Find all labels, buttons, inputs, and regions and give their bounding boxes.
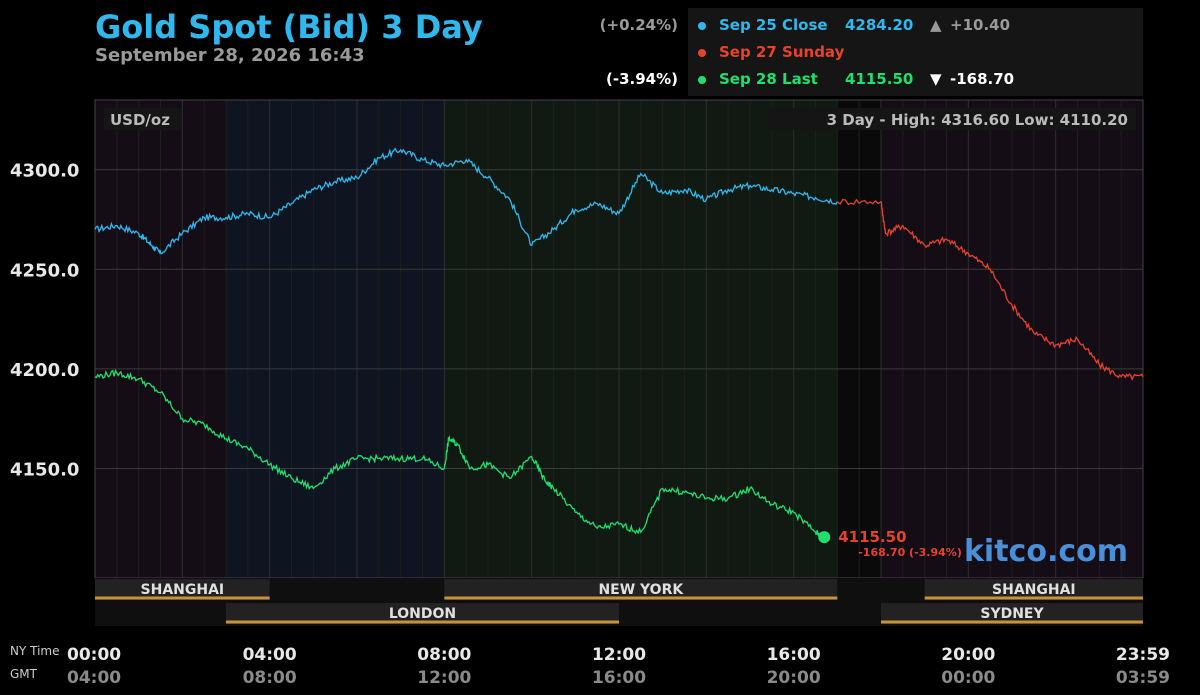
legend: Sep 25 Close 4284.20 ▲ +10.40 (+0.24%) S…: [600, 8, 1143, 96]
session-label: LONDON: [389, 606, 456, 622]
session-label: SYDNEY: [980, 606, 1044, 622]
y-tick-label: 4200.0: [10, 360, 79, 381]
series-line: [94, 368, 825, 541]
chart-title: Gold Spot (Bid) 3 Day: [95, 8, 483, 46]
high-low-label: 3 Day - High: 4316.60 Low: 4110.20: [827, 111, 1128, 129]
session-bar: [444, 579, 838, 600]
y-tick-label: 4250.0: [10, 260, 79, 281]
x-tick-gmt: 08:00: [243, 668, 297, 688]
legend-price: 4115.50: [845, 70, 914, 88]
legend-label: Sep 27 Sunday: [719, 43, 845, 61]
x-tick-ny: 12:00: [592, 645, 646, 665]
legend-dot: [698, 76, 706, 84]
series-lines: [94, 147, 1144, 541]
chart-timestamp: September 28, 2026 16:43: [95, 45, 365, 66]
session-label: SHANGHAI: [992, 582, 1076, 598]
unit-label-bg: [104, 108, 182, 130]
x-tick-ny: 23:59: [1116, 645, 1170, 665]
unit-label: USD/oz: [110, 111, 170, 129]
gmt-label: GMT: [10, 667, 38, 681]
x-tick-ny: 16:00: [767, 645, 821, 665]
legend-price: 4284.20: [845, 16, 914, 34]
legend-change: +10.40: [950, 16, 1011, 34]
x-tick-gmt: 00:00: [941, 668, 995, 688]
x-tick-gmt: 03:59: [1116, 668, 1170, 688]
session-label: NEW YORK: [598, 582, 684, 598]
up-arrow-icon: ▲: [930, 16, 942, 34]
session-bar: [226, 603, 619, 624]
x-tick-ny: 00:00: [67, 645, 121, 665]
y-tick-label: 4300.0: [10, 161, 79, 182]
last-change-label: -168.70 (-3.94%): [858, 546, 962, 559]
x-axis-ticks: 00:00 04:00 04:00 08:00 08:00 12:00 12:00 16:00…: [67, 645, 1170, 688]
x-tick-gmt: 04:00: [67, 668, 121, 688]
session-bars: SHANGHAI NEW YORK SHANGHAI LONDON SYDNEY: [95, 578, 1143, 626]
legend-label: Sep 28 Last: [719, 70, 818, 88]
legend-dot: [698, 49, 706, 57]
x-tick-ny: 20:00: [941, 645, 995, 665]
y-axis-ticks: 4300.0 4250.0 4200.0 4150.0: [10, 161, 79, 481]
x-tick-gmt: 20:00: [767, 668, 821, 688]
legend-pct: (+0.24%): [599, 16, 678, 34]
legend-label: Sep 25 Close: [719, 16, 828, 34]
y-tick-label: 4150.0: [10, 459, 79, 480]
session-bar: [95, 579, 270, 600]
series-line: [836, 198, 1144, 382]
x-tick-gmt: 12:00: [417, 668, 471, 688]
series-line: [94, 147, 838, 255]
x-tick-ny: 08:00: [417, 645, 471, 665]
last-price-dot: [818, 531, 831, 544]
ny-time-label: NY Time: [10, 644, 60, 658]
session-bar: [924, 579, 1143, 600]
kitco-watermark: kitco.com: [964, 534, 1128, 569]
legend-dot: [698, 22, 706, 30]
legend-pct: (-3.94%): [606, 70, 678, 88]
session-label: SHANGHAI: [141, 582, 225, 598]
down-arrow-icon: ▼: [930, 70, 942, 88]
last-price-label: 4115.50: [838, 528, 906, 546]
x-tick-gmt: 16:00: [592, 668, 646, 688]
high-low-bg: [768, 108, 1136, 130]
x-tick-ny: 04:00: [243, 645, 297, 665]
session-bar: [881, 603, 1143, 624]
legend-change: -168.70: [950, 70, 1015, 88]
